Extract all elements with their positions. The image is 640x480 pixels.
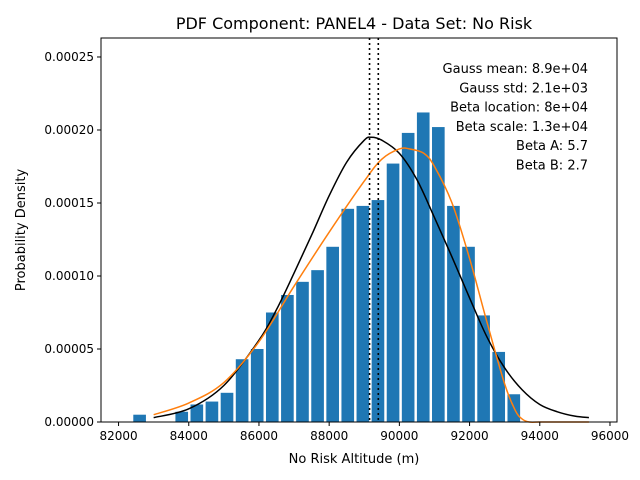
y-axis-ticks: 0.00000 0.00005 0.00010 0.00015 0.00020 0.000…	[44, 50, 101, 429]
y-tick-label: 0.00000	[44, 415, 94, 429]
histogram-bar	[133, 414, 146, 422]
y-axis-label: Probability Density	[14, 169, 29, 292]
fit-parameter-label: Beta A: 5.7	[516, 139, 588, 154]
histogram-bar	[235, 359, 249, 422]
histogram-bar	[190, 404, 204, 422]
histogram-bar	[265, 312, 279, 422]
y-tick-label: 0.00010	[44, 269, 94, 283]
y-tick-label: 0.00015	[44, 196, 94, 210]
histogram-bar	[311, 270, 324, 422]
plot-frame	[100, 37, 618, 423]
fit-parameter-label: Beta location: 8e+04	[450, 101, 588, 116]
histogram-bar	[447, 205, 460, 422]
fit-parameter-label: Beta scale: 1.3e+04	[456, 120, 588, 135]
histogram-bar	[220, 392, 234, 422]
histogram-bar	[401, 132, 415, 422]
histogram-bar	[250, 348, 264, 422]
bars-layer	[133, 112, 521, 423]
histogram-bar	[477, 315, 490, 422]
histogram-bar	[371, 200, 385, 422]
x-tick-label: 92000	[450, 429, 488, 443]
fit-parameter-label: Gauss std: 2.1e+03	[459, 81, 588, 96]
chart-title: PDF Component: PANEL4 - Data Set: No Ris…	[176, 14, 533, 33]
histogram-bar	[386, 163, 400, 423]
histogram-bar	[492, 351, 506, 422]
x-tick-label: 96000	[591, 429, 629, 443]
gauss-fit-curve	[153, 136, 589, 419]
histogram-bar	[326, 246, 339, 422]
y-tick-label: 0.00005	[44, 342, 94, 356]
x-tick-label: 82000	[99, 429, 137, 443]
histogram-bar	[416, 112, 430, 423]
x-tick-label: 86000	[240, 429, 278, 443]
histogram-bar	[462, 246, 475, 422]
x-tick-label: 84000	[170, 429, 208, 443]
vlines-layer	[368, 38, 380, 422]
y-tick-label: 0.00020	[44, 123, 94, 137]
histogram-bar	[356, 205, 370, 422]
histogram-bar	[341, 208, 355, 422]
histogram-bar	[296, 281, 309, 422]
beta-fit-curve	[153, 147, 589, 423]
histogram-bar	[205, 401, 219, 422]
y-tick-label: 0.00025	[44, 50, 94, 64]
x-axis-label: No Risk Altitude (m)	[289, 452, 420, 467]
x-axis-ticks: 82000 84000 86000 88000 90000 92000 94000 96000	[99, 422, 629, 443]
fit-parameter-label: Beta B: 2.7	[516, 159, 588, 174]
curves-layer	[153, 136, 589, 423]
histogram-bar	[281, 294, 294, 422]
histogram-bar	[432, 127, 445, 422]
annotation-box: Gauss mean: 8.9e+04 Gauss std: 2.1e+03 Bet…	[443, 62, 588, 174]
x-tick-label: 88000	[310, 429, 348, 443]
fit-parameter-label: Gauss mean: 8.9e+04	[443, 62, 588, 77]
x-tick-label: 94000	[521, 429, 559, 443]
x-tick-label: 90000	[380, 429, 418, 443]
histogram-bar	[175, 411, 189, 422]
